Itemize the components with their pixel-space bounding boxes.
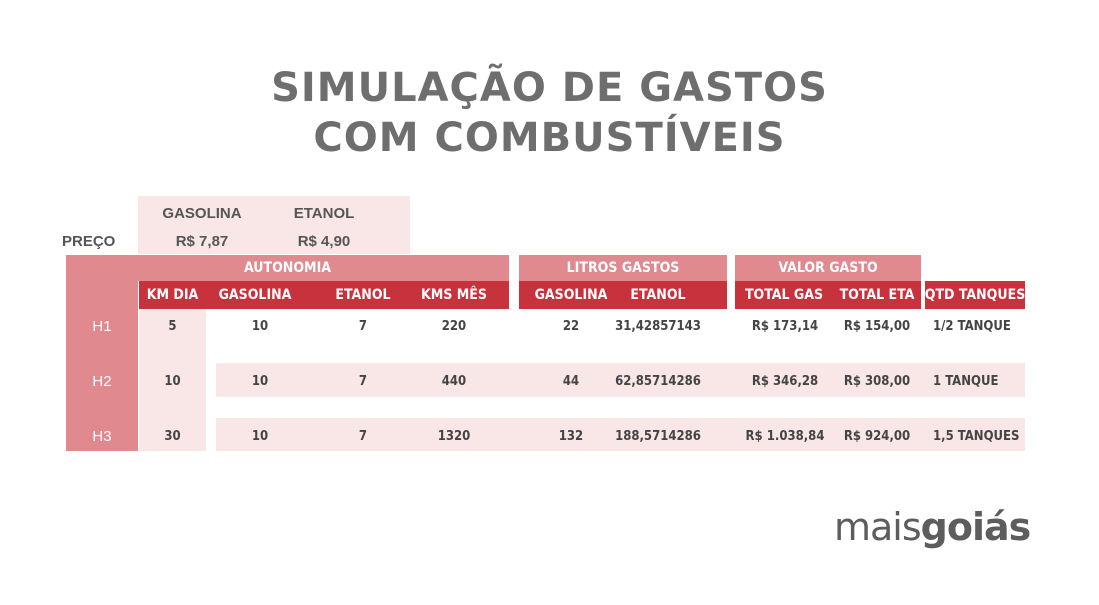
table-cell-lit-gasolina: 44 xyxy=(562,373,580,389)
price-etanol-header: ETANOL xyxy=(293,204,355,222)
table-cell-km-dia: 5 xyxy=(168,318,177,334)
group-autonomia: AUTONOMIA xyxy=(66,255,509,281)
row-label: H3 xyxy=(92,427,112,445)
table-cell-kms-mes: 440 xyxy=(441,373,467,389)
autonomia-header-bar xyxy=(206,281,509,309)
table-cell-km-dia: 10 xyxy=(164,373,181,389)
logo-part-goias: goiás xyxy=(920,505,1032,549)
col-aut-gasolina: GASOLINA xyxy=(218,287,292,303)
row-stripe-h2 xyxy=(216,363,1025,397)
col-qtd-tanques: QTD TANQUES xyxy=(925,281,1025,309)
table-cell-aut-etanol: 7 xyxy=(358,318,368,334)
table-cell-total-eta: R$ 154,00 xyxy=(843,318,911,334)
page-title-line-2: COM COMBUSTÍVEIS xyxy=(313,115,786,161)
table-cell-aut-gasolina: 10 xyxy=(251,318,269,334)
table-cell-qtd: 1,5 TANQUES xyxy=(933,428,1020,444)
table-cell-lit-gasolina: 132 xyxy=(558,428,584,444)
table-cell-total-eta: R$ 924,00 xyxy=(843,428,911,444)
col-lit-gasolina: GASOLINA xyxy=(534,287,608,303)
table-cell-lit-etanol: 62,85714286 xyxy=(615,373,701,389)
price-box xyxy=(138,196,410,254)
row-label-column xyxy=(66,281,138,451)
table-cell-aut-gasolina: 10 xyxy=(251,428,269,444)
price-label: PREÇO xyxy=(62,232,116,250)
table-cell-km-dia: 30 xyxy=(164,428,181,444)
table-cell-total-eta: R$ 308,00 xyxy=(843,373,911,389)
row-label: H1 xyxy=(92,317,112,335)
table-cell-lit-etanol: 31,42857143 xyxy=(615,318,701,334)
table-cell-total-gas: R$ 346,28 xyxy=(751,373,819,389)
logo-part-mais: mais xyxy=(834,505,922,549)
table-cell-aut-gasolina: 10 xyxy=(251,373,269,389)
price-gasolina-value: R$ 7,87 xyxy=(175,232,229,250)
table-cell-kms-mes: 1320 xyxy=(437,428,471,444)
table-cell-lit-gasolina: 22 xyxy=(562,318,580,334)
table-cell-aut-etanol: 7 xyxy=(358,428,368,444)
col-aut-etanol: ETANOL xyxy=(335,287,391,303)
row-label: H2 xyxy=(92,372,112,390)
table-cell-qtd: 1 TANQUE xyxy=(933,373,999,389)
page-title-line-1: SIMULAÇÃO DE GASTOS xyxy=(271,65,828,111)
litros-header-bar xyxy=(519,281,727,309)
col-lit-etanol: ETANOL xyxy=(630,287,686,303)
col-total-eta: TOTAL ETA xyxy=(839,287,915,303)
group-litros-gastos: LITROS GASTOS xyxy=(519,255,727,281)
table-cell-kms-mes: 220 xyxy=(441,318,467,334)
col-kms-mes: KMS MÊS xyxy=(421,287,487,303)
col-total-gas: TOTAL GAS xyxy=(744,287,824,303)
price-etanol-value: R$ 4,90 xyxy=(297,232,351,250)
table-cell-total-gas: R$ 173,14 xyxy=(751,318,819,334)
table-cell-aut-etanol: 7 xyxy=(358,373,368,389)
price-gasolina-header: GASOLINA xyxy=(162,204,242,222)
table-cell-lit-etanol: 188,5714286 xyxy=(615,428,701,444)
valor-header-bar xyxy=(735,281,921,309)
km-dia-column xyxy=(139,309,206,451)
group-valor-gasto: VALOR GASTO xyxy=(735,255,921,281)
row-stripe-h3 xyxy=(216,418,1025,451)
table-cell-qtd: 1/2 TANQUE xyxy=(933,318,1011,334)
brand-logo: maisgoiás xyxy=(834,505,1032,549)
table-cell-total-gas: R$ 1.038,84 xyxy=(745,428,825,444)
col-km-dia: KM DIA xyxy=(139,281,206,309)
